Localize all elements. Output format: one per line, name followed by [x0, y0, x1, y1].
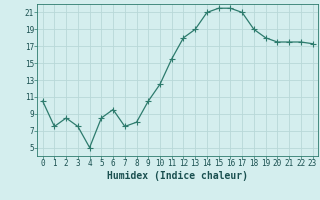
X-axis label: Humidex (Indice chaleur): Humidex (Indice chaleur) [107, 171, 248, 181]
